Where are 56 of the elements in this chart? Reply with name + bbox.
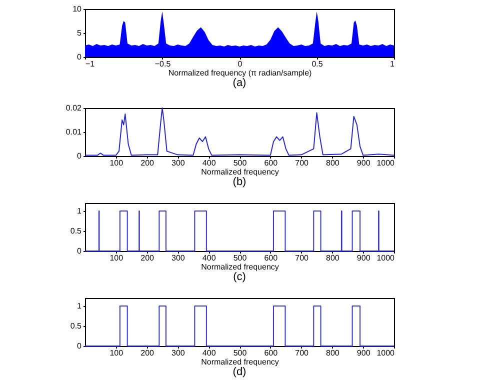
y-tick-label: 5 [77,28,82,38]
x-tick-label: 700 [295,158,310,168]
x-tick-label: 600 [264,348,278,358]
y-tick-label: 0.01 [66,128,82,136]
x-tick-label: 700 [295,254,310,262]
y-tick-label: 0 [77,246,82,256]
x-tick-label: 0.5 [312,60,324,68]
y-tick-label: 0 [77,342,82,350]
x-tick-label: 700 [295,348,310,358]
y-tick-label: 0.02 [66,104,82,112]
y-tick-label: 0 [77,52,82,62]
x-tick-label: 100 [110,158,124,168]
x-axis-title: Normalized frequency (π radian/sample) [168,68,312,78]
y-tick-label: 0.5 [70,322,82,330]
x-tick-label: 600 [264,254,278,262]
x-tick-label: 500 [233,158,248,168]
x-axis-title: Normalized frequency [201,168,279,176]
x-tick-label: 900 [356,348,371,358]
x-tick-label: 300 [172,254,186,262]
x-tick-label: 0 [238,60,243,68]
x-tick-label: 1000 [376,348,396,358]
x-tick-label: 200 [140,158,155,168]
x-tick-label: 900 [356,158,371,168]
y-tick-label: 1 [77,206,82,216]
x-tick-label: 200 [140,348,155,358]
x-tick-label: 1000 [376,158,396,168]
x-tick-label: 400 [202,348,216,358]
x-tick-label: 200 [140,254,155,262]
x-tick-label: 600 [264,158,278,168]
y-tick-label: 10 [72,4,82,14]
x-tick-label: 800 [326,158,340,168]
x-tick-label: 400 [202,158,216,168]
x-tick-label: −0.5 [154,60,172,68]
text: (a) [232,77,246,89]
text: (b) [232,176,246,188]
x-tick-label: 1 [390,60,396,68]
x-tick-label: 100 [110,254,124,262]
x-tick-label: 1000 [376,254,396,262]
x-tick-label: 400 [202,254,216,262]
x-tick-label: 100 [110,348,124,358]
x-tick-label: 300 [172,348,186,358]
x-tick-label: 300 [172,158,186,168]
text: (c) [233,271,246,283]
x-tick-label: 900 [356,254,371,262]
y-tick-label: 0.5 [70,226,82,236]
y-tick-label: 1 [77,302,82,310]
x-tick-label: 500 [233,348,248,358]
x-axis-title: Normalized frequency [201,262,279,272]
x-axis-title: Normalized frequency [201,358,279,366]
x-tick-label: 500 [233,254,248,262]
x-tick-label: 800 [326,254,340,262]
text: (d) [232,366,246,378]
line-series [84,108,394,156]
y-tick-label: 0 [77,152,82,160]
x-tick-label: −1 [86,60,96,68]
x-tick-label: 800 [326,348,340,358]
